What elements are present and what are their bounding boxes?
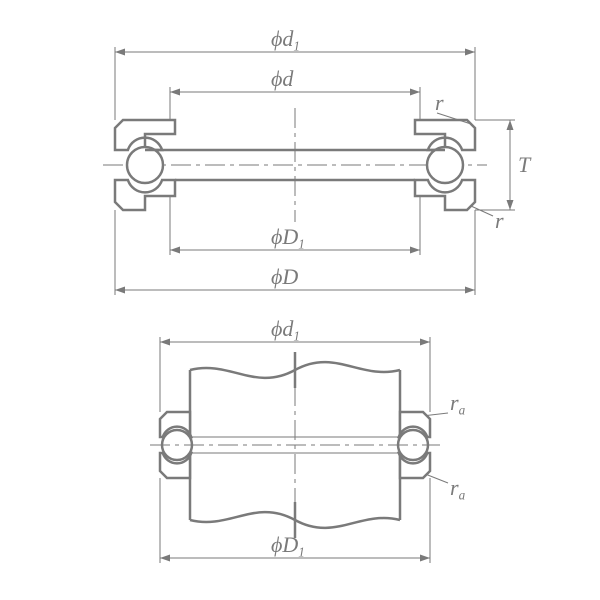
svg-text:ϕd1: ϕd1: [271, 26, 300, 53]
svg-text:ϕd1: ϕd1: [271, 316, 300, 343]
svg-text:r: r: [495, 208, 504, 233]
svg-text:T: T: [518, 152, 532, 177]
svg-text:ϕD1: ϕD1: [271, 224, 305, 251]
svg-text:ra: ra: [450, 390, 466, 417]
svg-text:ϕD: ϕD: [271, 264, 298, 289]
svg-text:ra: ra: [450, 475, 466, 502]
svg-text:ϕd: ϕd: [271, 66, 294, 91]
svg-text:ϕD1: ϕD1: [271, 532, 305, 559]
svg-text:r: r: [435, 90, 444, 115]
